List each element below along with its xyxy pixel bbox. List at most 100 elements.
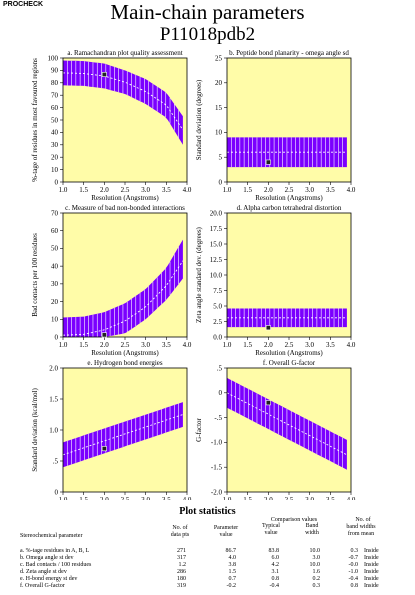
stats-row-ndata: 180 [177, 576, 186, 582]
y-tick-label: 40 [51, 129, 59, 137]
chart-panel-d: 1.0 1.5 2.0 2.5 3.0 3.5 4.0 0.0 2.5 5.0 7.5 10.0 12.… [195, 204, 356, 357]
band-group [63, 402, 184, 468]
x-tick-label: 2.5 [285, 186, 294, 194]
x-axis-label: Resolution (Angstroms) [255, 194, 323, 202]
y-tick-label: 10.0 [210, 271, 223, 279]
stats-row-flag: Inside [364, 569, 379, 575]
y-tick-label: 20 [51, 154, 59, 162]
y-tick-label: 100 [48, 54, 59, 62]
chart-panel-c: 1.0 1.5 2.0 2.5 3.0 3.5 4.0 0 10 20 30 40 50 60 70 c. M… [31, 204, 192, 357]
chart-panel-f: 1.0 1.5 2.0 2.5 3.0 3.5 4.0 -2.0 -1.5 -1.0 -.5 0 .5 f… [195, 359, 356, 500]
y-axis-label: G-factor [195, 417, 203, 441]
x-tick-label: 3.5 [162, 496, 171, 500]
y-tick-label: 0 [55, 178, 59, 186]
stats-row-band: 10.0 [309, 562, 321, 568]
x-axis-label: Resolution (Angstroms) [255, 349, 323, 357]
x-tick-label: 1.5 [243, 496, 252, 500]
stats-row-typical: 3.1 [271, 569, 280, 575]
band-group [227, 137, 347, 168]
stats-row-bw: -0.7 [348, 555, 359, 561]
stats-col-value-1: Parameter [213, 525, 239, 531]
x-tick-label: 3.5 [162, 341, 171, 349]
x-tick-label: 1.5 [79, 341, 88, 349]
stats-row-band: 10.0 [309, 548, 321, 554]
page-subtitle: P11018pdb2 [159, 24, 256, 45]
stats-row-bw: 0.8 [350, 583, 359, 589]
x-tick-label: 3.5 [326, 186, 335, 194]
program-label: PROCHECK [3, 1, 44, 8]
stats-row-band: 1.6 [312, 569, 321, 575]
stats-col-param: Stereochemical parameter [20, 533, 83, 539]
x-tick-label: 2.0 [264, 341, 273, 349]
band-group [63, 239, 184, 337]
y-tick-label: 0.0 [213, 333, 222, 341]
stats-row-value: 3.8 [228, 562, 237, 568]
y-tick-label: 30 [51, 280, 59, 288]
y-tick-label: 20 [51, 298, 59, 306]
y-tick-label: 15.0 [210, 240, 223, 248]
x-tick-label: 1.0 [223, 186, 232, 194]
stats-row-ndata: 1.2 [178, 562, 187, 568]
x-tick-label: 4.0 [183, 341, 192, 349]
x-tick-label: 2.0 [100, 341, 109, 349]
x-tick-label: 1.5 [79, 186, 88, 194]
x-tick-label: 2.0 [100, 186, 109, 194]
y-tick-label: 20 [215, 79, 223, 87]
y-tick-label: -1.5 [211, 464, 223, 472]
x-tick-label: 2.0 [100, 496, 109, 500]
stats-row-bw: -1.0 [348, 569, 359, 575]
stats-row-bw: -0.4 [348, 576, 359, 582]
y-tick-label: 25 [215, 54, 223, 62]
y-axis-label: Standard deviation (degrees) [195, 79, 203, 160]
y-tick-label: 0 [55, 488, 59, 496]
y-tick-label: 5.0 [213, 302, 222, 310]
band-center-line [63, 414, 184, 456]
y-axis-label: %-tage of residues in most favoured regi… [31, 58, 39, 182]
chart-title: b. Peptide bond planarity - omega angle … [229, 49, 349, 57]
y-tick-label: 40 [51, 262, 59, 270]
chart-title: a. Ramachandran plot quality assessment [67, 49, 182, 57]
chart-title: e. Hydrogen bond energies [87, 359, 163, 367]
y-tick-label: .5 [53, 457, 59, 465]
y-tick-label: 60 [51, 104, 59, 112]
stats-row-ndata: 319 [177, 583, 186, 589]
band-group [63, 60, 184, 145]
page-title: Main-chain parameters [110, 0, 305, 24]
stats-col-band-2: width [305, 530, 319, 536]
band-group [227, 377, 348, 470]
stats-row-flag: Inside [364, 562, 379, 568]
y-tick-label: 60 [51, 227, 59, 235]
stats-row-param: b. Omega angle st dev [20, 555, 74, 561]
stats-row-value: 4.0 [228, 555, 237, 561]
x-tick-label: 1.0 [223, 496, 232, 500]
x-tick-label: 1.5 [79, 496, 88, 500]
x-tick-label: 2.0 [264, 496, 273, 500]
x-tick-label: 1.0 [59, 496, 68, 500]
y-tick-label: 0 [55, 333, 59, 341]
x-tick-label: 1.5 [243, 186, 252, 194]
y-tick-label: 30 [51, 141, 59, 149]
stats-col-typical-2: value [264, 530, 278, 536]
x-axis-label: Resolution (Angstroms) [91, 349, 159, 357]
y-tick-label: 5 [219, 154, 223, 162]
x-tick-label: 2.5 [121, 186, 130, 194]
y-tick-label: 7.5 [213, 287, 222, 295]
y-axis-label: Zeta angle standard dev. (degrees) [195, 226, 203, 322]
stats-row-ndata: 271 [177, 548, 186, 554]
stats-row-flag: Inside [364, 576, 379, 582]
stats-row-typical: 6.0 [271, 555, 280, 561]
x-tick-label: 3.0 [141, 186, 150, 194]
y-tick-label: 12.5 [210, 256, 223, 264]
y-tick-label: 70 [51, 209, 59, 217]
stats-row-flag: Inside [364, 555, 379, 561]
x-tick-label: 3.0 [305, 496, 314, 500]
stats-row-value: 86.7 [225, 548, 237, 554]
stats-row-band: 0.2 [312, 576, 321, 582]
stats-col-band-1: Band [305, 523, 319, 529]
y-tick-label: -2.0 [211, 488, 223, 496]
y-tick-label: 10 [51, 316, 59, 324]
x-tick-label: 1.5 [243, 341, 252, 349]
stats-col-ndata-1: No. of [172, 525, 188, 531]
band-center-line [63, 260, 184, 336]
